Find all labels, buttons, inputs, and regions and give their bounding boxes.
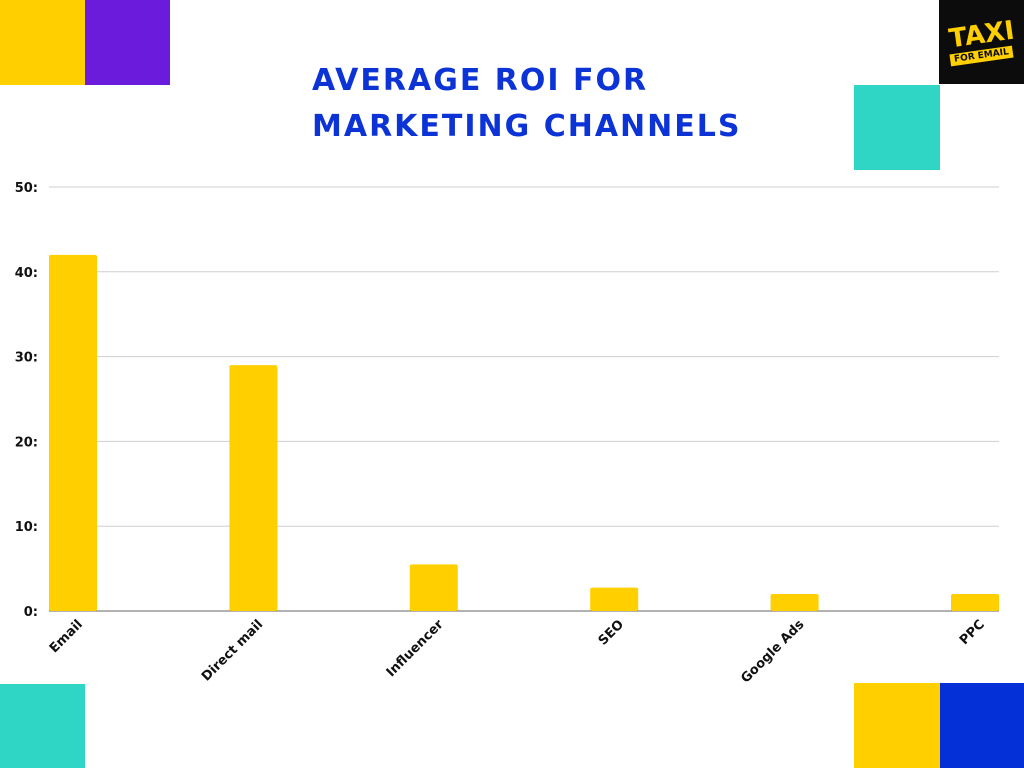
decorative-square-purple <box>85 0 170 85</box>
x-category-label: PPC <box>957 617 988 648</box>
bar-seo <box>590 587 639 611</box>
decorative-square-teal-bottom <box>0 684 85 768</box>
y-tick-label: 0: <box>24 605 38 620</box>
chart-title: AVERAGE ROI FOR MARKETING CHANNELS <box>312 58 832 150</box>
x-category-label: Email <box>47 617 86 656</box>
chart-bars <box>49 254 999 611</box>
x-category-label: SEO <box>596 617 627 648</box>
y-tick-label: 20: <box>15 435 38 450</box>
chart-gridlines <box>49 186 999 612</box>
decorative-square-teal <box>854 85 940 170</box>
y-tick-label: 30: <box>15 351 38 366</box>
y-tick-label: 10: <box>15 520 38 535</box>
x-category-label: Google Ads <box>738 617 807 686</box>
bar-ppc <box>951 594 999 611</box>
decorative-square-yellow-bottom <box>854 683 940 768</box>
x-category-label: Influencer <box>384 617 447 680</box>
bar-chart: 0: 10: 20: 30: 40: 50: Email Direct mail Influe… <box>15 181 999 687</box>
bar-direct-mail <box>229 365 278 611</box>
bar-email <box>49 254 97 611</box>
chart-title-line-1: AVERAGE ROI FOR <box>312 63 649 98</box>
y-axis-ticks: 0: 10: 20: 30: 40: 50: <box>15 181 38 620</box>
x-axis-labels: Email Direct mail Influencer SEO Google Ads P… <box>47 617 988 687</box>
y-tick-label: 40: <box>15 266 38 281</box>
bar-google-ads <box>770 594 819 611</box>
chart-title-line-2: MARKETING CHANNELS <box>312 109 742 144</box>
decorative-square-blue <box>940 683 1024 768</box>
bar-influencer <box>409 564 458 611</box>
brand-logo: TAXI FOR EMAIL <box>939 0 1024 84</box>
y-tick-label: 50: <box>15 181 38 196</box>
x-category-label: Direct mail <box>199 617 266 684</box>
decorative-square-yellow <box>0 0 85 85</box>
